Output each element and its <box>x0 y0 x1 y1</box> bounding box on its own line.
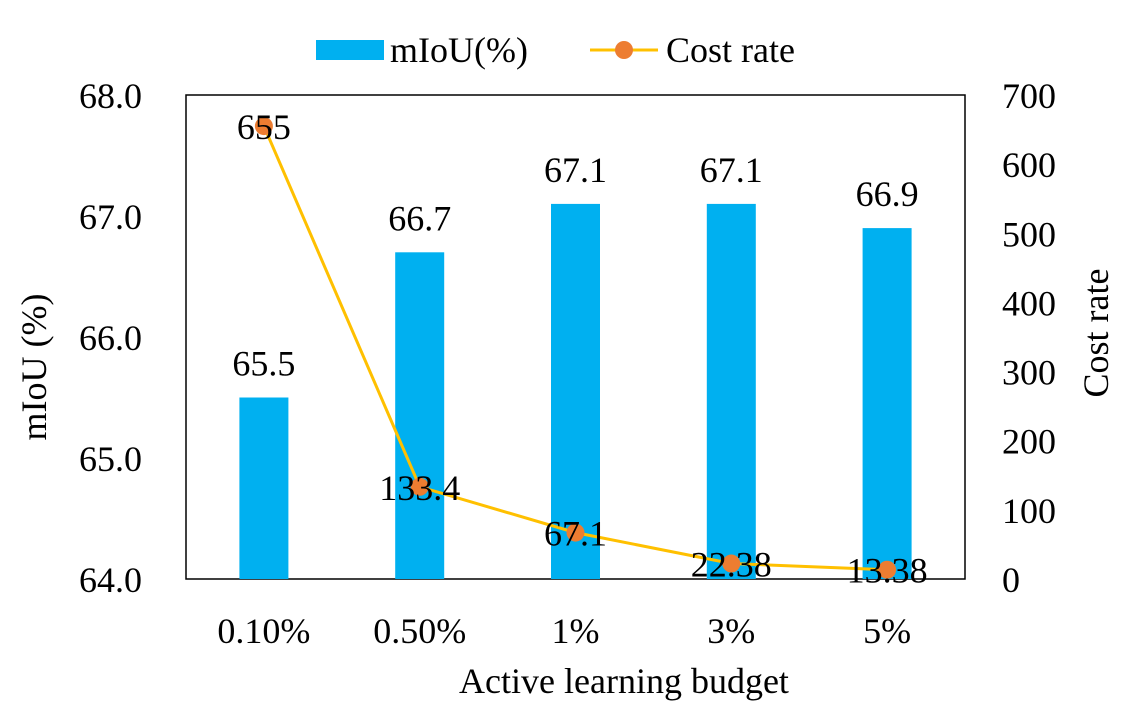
y2-tick-8: 700 <box>1002 76 1056 116</box>
x-axis-ticks: 0.10% 0.50% 1% 3% 5% <box>217 611 911 651</box>
line-data-labels: 655 133.4 67.1 22.38 13.38 <box>237 107 928 591</box>
y-tick-1: 64.0 <box>79 560 142 600</box>
legend-label-miou: mIoU(%) <box>390 30 528 70</box>
bar-4 <box>706 203 756 579</box>
y2-axis-title: Cost rate <box>1076 269 1116 398</box>
bar-label-5: 66.9 <box>856 174 919 214</box>
cost-rate-label-2: 133.4 <box>379 468 460 508</box>
y2-tick-5: 400 <box>1002 283 1056 323</box>
y-axis-title: mIoU (%) <box>14 294 54 441</box>
x-tick-4: 3% <box>707 611 755 651</box>
cost-rate-label-3: 67.1 <box>544 514 607 554</box>
bar-1 <box>239 397 289 579</box>
y2-tick-6: 500 <box>1002 214 1056 254</box>
bar-label-4: 67.1 <box>700 150 763 190</box>
cost-rate-point-4 <box>722 554 741 573</box>
bar-label-3: 67.1 <box>544 150 607 190</box>
bar-data-labels: 65.5 66.7 67.1 67.1 66.9 <box>232 150 918 384</box>
right-axis-ticks: 0 100 200 300 400 500 600 700 <box>1002 76 1056 600</box>
y-tick-3: 66.0 <box>79 318 142 358</box>
y2-tick-1: 0 <box>1002 560 1020 600</box>
x-axis-title: Active learning budget <box>459 661 789 701</box>
cost-rate-point-3 <box>566 523 585 542</box>
y2-tick-7: 600 <box>1002 145 1056 185</box>
legend: mIoU(%) Cost rate <box>316 30 795 70</box>
bar-series <box>239 203 912 580</box>
cost-rate-point-5 <box>878 560 897 579</box>
legend-bar-swatch <box>316 40 384 60</box>
legend-line-marker <box>615 41 633 59</box>
cost-rate-label-5: 13.38 <box>847 551 928 591</box>
bar-2 <box>395 252 445 580</box>
y2-tick-2: 100 <box>1002 491 1056 531</box>
cost-rate-label-1: 655 <box>237 107 291 147</box>
y2-tick-3: 200 <box>1002 422 1056 462</box>
line-series <box>254 117 897 579</box>
legend-label-cost-rate: Cost rate <box>666 30 795 70</box>
y-tick-4: 67.0 <box>79 197 142 237</box>
cost-rate-point-2 <box>410 477 429 496</box>
x-tick-1: 0.10% <box>217 611 310 651</box>
y2-tick-4: 300 <box>1002 353 1056 393</box>
bar-5 <box>862 228 912 579</box>
x-tick-2: 0.50% <box>373 611 466 651</box>
cost-rate-label-4: 22.38 <box>691 545 772 585</box>
y-tick-5: 68.0 <box>79 76 142 116</box>
y-tick-2: 65.0 <box>79 439 142 479</box>
x-tick-3: 1% <box>552 611 600 651</box>
cost-rate-point-1 <box>254 117 273 136</box>
bar-3 <box>551 203 600 579</box>
bar-label-1: 65.5 <box>232 344 295 384</box>
bar-label-2: 66.7 <box>388 198 451 238</box>
left-axis-ticks: 64.0 65.0 66.0 67.0 68.0 <box>79 76 142 600</box>
x-tick-5: 5% <box>863 611 911 651</box>
